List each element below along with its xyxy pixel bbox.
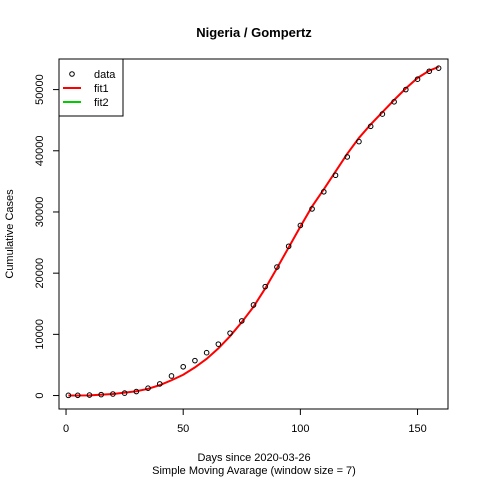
data-point	[98, 391, 104, 398]
data-point	[86, 392, 93, 398]
x-axis-label: Days since 2020-03-26	[197, 452, 310, 464]
y-tick-label: 30000	[34, 197, 46, 228]
data-point	[227, 330, 233, 336]
x-tick-label: 0	[63, 423, 69, 435]
data-point	[156, 381, 163, 387]
data-point	[332, 172, 339, 179]
y-axis-label: Cumulative Cases	[4, 189, 16, 279]
legend: data fit1 fit2	[58, 58, 124, 117]
y-tick-label: 10000	[34, 319, 46, 350]
y-tick-label: 40000	[34, 135, 46, 166]
data-point	[133, 388, 140, 395]
data-point	[262, 283, 269, 290]
legend-swatch-data	[69, 71, 75, 77]
data-point	[344, 154, 351, 160]
y-tick-label: 0	[34, 392, 46, 398]
data-point	[367, 123, 374, 130]
legend-label-fit2: fit2	[94, 97, 109, 109]
y-tick-label: 20000	[34, 258, 46, 289]
data-point	[379, 111, 386, 117]
data-point	[250, 302, 257, 308]
legend-label-data: data	[94, 69, 116, 81]
data-point	[121, 390, 128, 396]
y-axis: 0 10000 20000 30000 40000 50000	[34, 74, 60, 399]
data-point	[180, 363, 186, 370]
data-point	[426, 68, 433, 75]
data-point	[356, 138, 362, 145]
data-point	[192, 357, 198, 364]
chart-title: Nigeria / Gompertz	[196, 25, 312, 40]
y-tick-label: 50000	[34, 74, 46, 105]
data-point	[215, 341, 222, 347]
data-point	[297, 222, 304, 229]
data-point	[145, 385, 151, 391]
data-point	[203, 349, 210, 356]
data-point	[321, 188, 327, 195]
x-tick-label: 50	[177, 423, 189, 435]
data-point	[65, 392, 72, 399]
data-point	[168, 373, 175, 379]
data-point	[414, 76, 421, 82]
data-point	[285, 243, 292, 250]
data-point	[309, 206, 315, 212]
plot-marks	[65, 65, 442, 399]
legend-label-fit1: fit1	[94, 83, 109, 95]
x-tick-label: 100	[291, 423, 309, 435]
data-point	[238, 318, 245, 324]
x-axis: 0 50 100 150	[63, 408, 427, 435]
x-axis-sublabel: Simple Moving Avarage (window size = 7)	[152, 465, 356, 477]
data-point	[74, 392, 81, 399]
data-point	[435, 65, 442, 71]
data-point	[110, 391, 116, 397]
data-point	[403, 86, 409, 93]
data-point	[391, 99, 397, 105]
data-point	[274, 264, 280, 270]
x-tick-label: 150	[408, 423, 426, 435]
